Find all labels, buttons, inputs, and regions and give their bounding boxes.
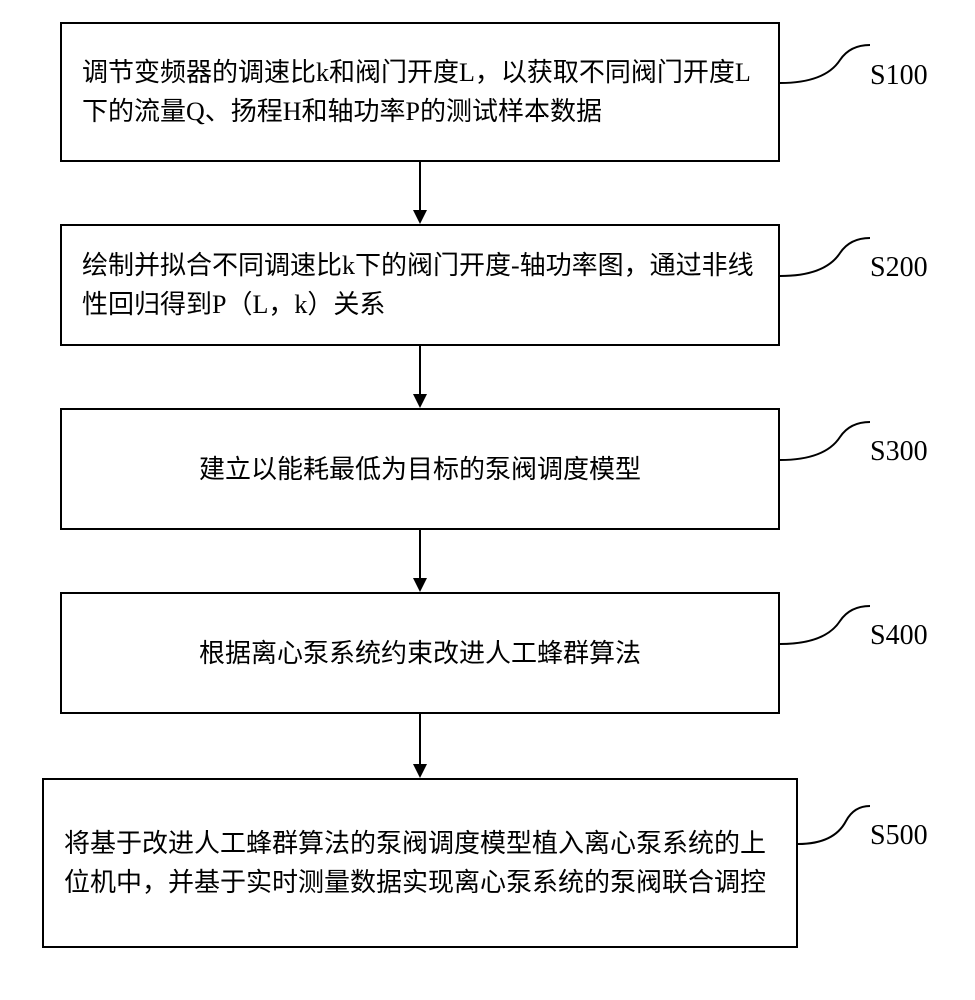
step-label-s100: S100 xyxy=(870,60,928,92)
leader-line-s400 xyxy=(780,596,870,656)
leader-line-s300 xyxy=(780,412,870,472)
step-label-s300: S300 xyxy=(870,436,928,468)
flowchart-edge xyxy=(419,346,421,394)
flowchart-edge xyxy=(419,530,421,578)
flowchart-edge xyxy=(419,162,421,210)
step-label-s400: S400 xyxy=(870,620,928,652)
leader-line-s100 xyxy=(780,35,870,95)
node-text: 绘制并拟合不同调速比k下的阀门开度-轴功率图，通过非线性回归得到P（L，k）关系 xyxy=(82,246,758,324)
flowchart-node-s200: 绘制并拟合不同调速比k下的阀门开度-轴功率图，通过非线性回归得到P（L，k）关系 xyxy=(60,224,780,346)
flowchart-edge xyxy=(419,714,421,764)
flowchart-node-s400: 根据离心泵系统约束改进人工蜂群算法 xyxy=(60,592,780,714)
node-text: 根据离心泵系统约束改进人工蜂群算法 xyxy=(199,634,641,673)
node-text: 建立以能耗最低为目标的泵阀调度模型 xyxy=(199,450,641,489)
leader-line-s500 xyxy=(798,796,870,856)
leader-line-s200 xyxy=(780,228,870,288)
arrowhead-icon xyxy=(413,764,427,778)
flowchart-node-s500: 将基于改进人工蜂群算法的泵阀调度模型植入离心泵系统的上位机中，并基于实时测量数据… xyxy=(42,778,798,948)
node-text: 将基于改进人工蜂群算法的泵阀调度模型植入离心泵系统的上位机中，并基于实时测量数据… xyxy=(64,824,776,902)
flowchart-canvas: 调节变频器的调速比k和阀门开度L，以获取不同阀门开度L下的流量Q、扬程H和轴功率… xyxy=(0,0,975,1000)
flowchart-node-s100: 调节变频器的调速比k和阀门开度L，以获取不同阀门开度L下的流量Q、扬程H和轴功率… xyxy=(60,22,780,162)
step-label-s500: S500 xyxy=(870,820,928,852)
flowchart-node-s300: 建立以能耗最低为目标的泵阀调度模型 xyxy=(60,408,780,530)
arrowhead-icon xyxy=(413,210,427,224)
step-label-s200: S200 xyxy=(870,252,928,284)
node-text: 调节变频器的调速比k和阀门开度L，以获取不同阀门开度L下的流量Q、扬程H和轴功率… xyxy=(82,53,758,131)
arrowhead-icon xyxy=(413,394,427,408)
arrowhead-icon xyxy=(413,578,427,592)
